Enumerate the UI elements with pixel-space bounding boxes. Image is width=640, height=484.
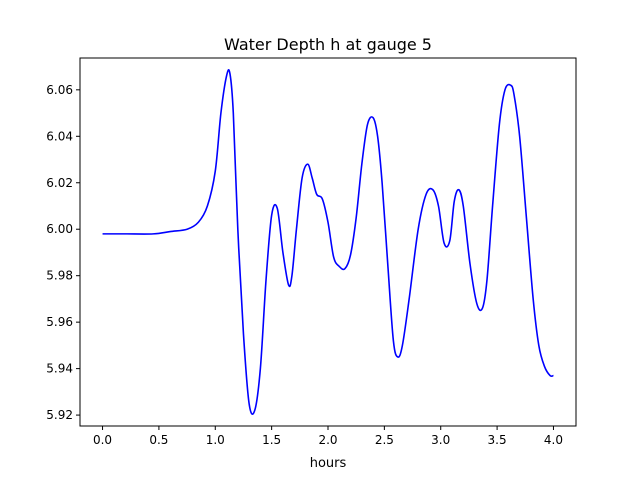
y-tick-label: 5.96 <box>46 315 73 329</box>
x-tick-label: 1.0 <box>206 433 225 447</box>
plot-area <box>102 69 554 415</box>
y-tick-label: 5.92 <box>46 408 73 422</box>
x-tick-label: 2.5 <box>375 433 394 447</box>
y-tick-label: 5.94 <box>46 362 73 376</box>
axes-frame <box>79 57 577 427</box>
chart-title: Water Depth h at gauge 5 <box>224 35 432 54</box>
x-axis-ticks: 0.0 0.5 1.0 1.5 2.0 2.5 3.0 3.5 4.0 <box>93 426 563 447</box>
y-tick-label: 6.02 <box>46 176 73 190</box>
x-tick-label: 0.5 <box>149 433 168 447</box>
x-tick-label: 3.5 <box>488 433 507 447</box>
y-tick-label: 6.04 <box>46 129 73 143</box>
x-tick-label: 3.0 <box>431 433 450 447</box>
y-tick-label: 6.00 <box>46 222 73 236</box>
x-tick-label: 0.0 <box>93 433 112 447</box>
x-tick-label: 1.5 <box>262 433 281 447</box>
x-tick-label: 4.0 <box>544 433 563 447</box>
x-tick-label: 2.0 <box>318 433 337 447</box>
x-axis-label: hours <box>310 456 347 471</box>
y-axis-ticks: 5.92 5.94 5.96 5.98 6.00 6.02 6.04 6.06 <box>46 83 80 422</box>
series-line-water-depth <box>102 69 554 415</box>
y-tick-label: 5.98 <box>46 269 73 283</box>
y-tick-label: 6.06 <box>46 83 73 97</box>
